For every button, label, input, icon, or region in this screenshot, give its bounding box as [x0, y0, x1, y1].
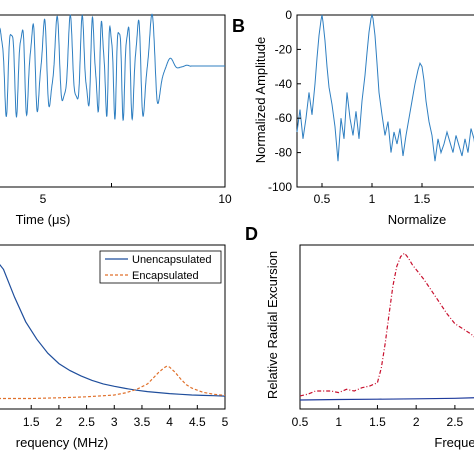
panel-a-plot-area [0, 13, 225, 122]
panel-c-xtick-label: 3 [111, 415, 118, 429]
panel-b-ytick-label: -80 [275, 146, 293, 160]
panel-b-ylabel: Normalized Amplitude [253, 37, 268, 163]
panel-d-xtick-label: 2.5 [447, 415, 464, 429]
panel-b-xtick-label: 1 [369, 192, 376, 206]
panel-d-xtick-label: 1.5 [369, 415, 386, 429]
panel-c-legend-box [99, 250, 222, 284]
panel-b-ytick-label: -60 [275, 111, 293, 125]
panel-b-ticks: 0 -20 -40 -60 -80 -100 0.5 1 1.5 [268, 8, 431, 206]
panel-a-axes-frame [0, 14, 226, 188]
panel-c-series-unencapsulated [0, 263, 226, 397]
panel-c-plot-area [0, 263, 226, 400]
panel-a-ticks [111, 183, 226, 187]
panel-b-xtick-label: 0.5 [314, 192, 331, 206]
panel-d-series-1 [299, 397, 474, 401]
panel-d-ticks: 0.5 1 1.5 2 2.5 [292, 405, 464, 429]
panel-d: D Relative Radial Excursion 0.5 1 1.5 2 2.5 … [245, 224, 474, 450]
panel-b-plot-area [296, 13, 474, 162]
panel-c-xtick-label: 4.5 [189, 415, 206, 429]
panel-b-series-line [296, 13, 474, 162]
panel-c-xtick-label: 5 [222, 415, 229, 429]
panel-b-ytick-label: -20 [275, 42, 293, 56]
panel-b: B Normalized Amplitude 0 -20 -40 -60 -80 -100… [232, 8, 474, 227]
panel-a-xtick-10: 10 [218, 192, 232, 206]
panel-c-ticks: 1.5 2 2.5 3 3.5 4 4.5 5 [23, 405, 229, 429]
panel-c-legend: Unencapsulated Encapsulated [99, 250, 222, 284]
panel-a: 5 10 Time (μs) [0, 13, 232, 227]
panel-c-xtick-label: 4 [166, 415, 173, 429]
panel-d-xtick-label: 1 [335, 415, 342, 429]
panel-c-xtick-label: 2.5 [78, 415, 95, 429]
panel-d-xtick-label: 2 [413, 415, 420, 429]
panel-b-xtick-label: 1.5 [414, 192, 431, 206]
panel-c-xtick-label: 1.5 [23, 415, 40, 429]
panel-c-xlabel: requency (MHz) [16, 435, 108, 450]
panel-a-series-line [0, 13, 225, 122]
panel-c-xtick-label: 3.5 [134, 415, 151, 429]
panel-b-ytick-label: 0 [285, 8, 292, 22]
panel-b-axes-frame [296, 14, 474, 188]
panel-d-series-0 [299, 252, 474, 397]
panel-b-xlabel: Normalize [388, 212, 447, 227]
panel-d-letter: D [245, 224, 258, 244]
panel-d-plot-area [299, 252, 474, 401]
panel-c-xtick-label: 2 [56, 415, 63, 429]
panel-d-axes-frame [299, 244, 474, 410]
panel-b-ytick-label: -100 [268, 180, 292, 194]
panel-b-letter: B [232, 16, 245, 36]
panel-c-legend-label-encapsulated: Encapsulated [132, 270, 199, 282]
panel-c: 1.5 2 2.5 3 3.5 4 4.5 5 requency (MHz) Unencaps… [0, 244, 229, 450]
panel-d-ylabel: Relative Radial Excursion [265, 251, 280, 399]
panel-c-series-encapsulated [0, 365, 226, 400]
panel-a-xtick-5: 5 [40, 192, 47, 206]
panel-c-legend-label-unencapsulated: Unencapsulated [132, 254, 212, 266]
panel-a-xlabel: Time (μs) [16, 212, 71, 227]
panel-d-xtick-label: 0.5 [292, 415, 309, 429]
panel-b-ytick-label: -40 [275, 77, 293, 91]
panel-d-xlabel: Freque [434, 435, 474, 450]
panel-c-axes-frame [0, 244, 226, 410]
